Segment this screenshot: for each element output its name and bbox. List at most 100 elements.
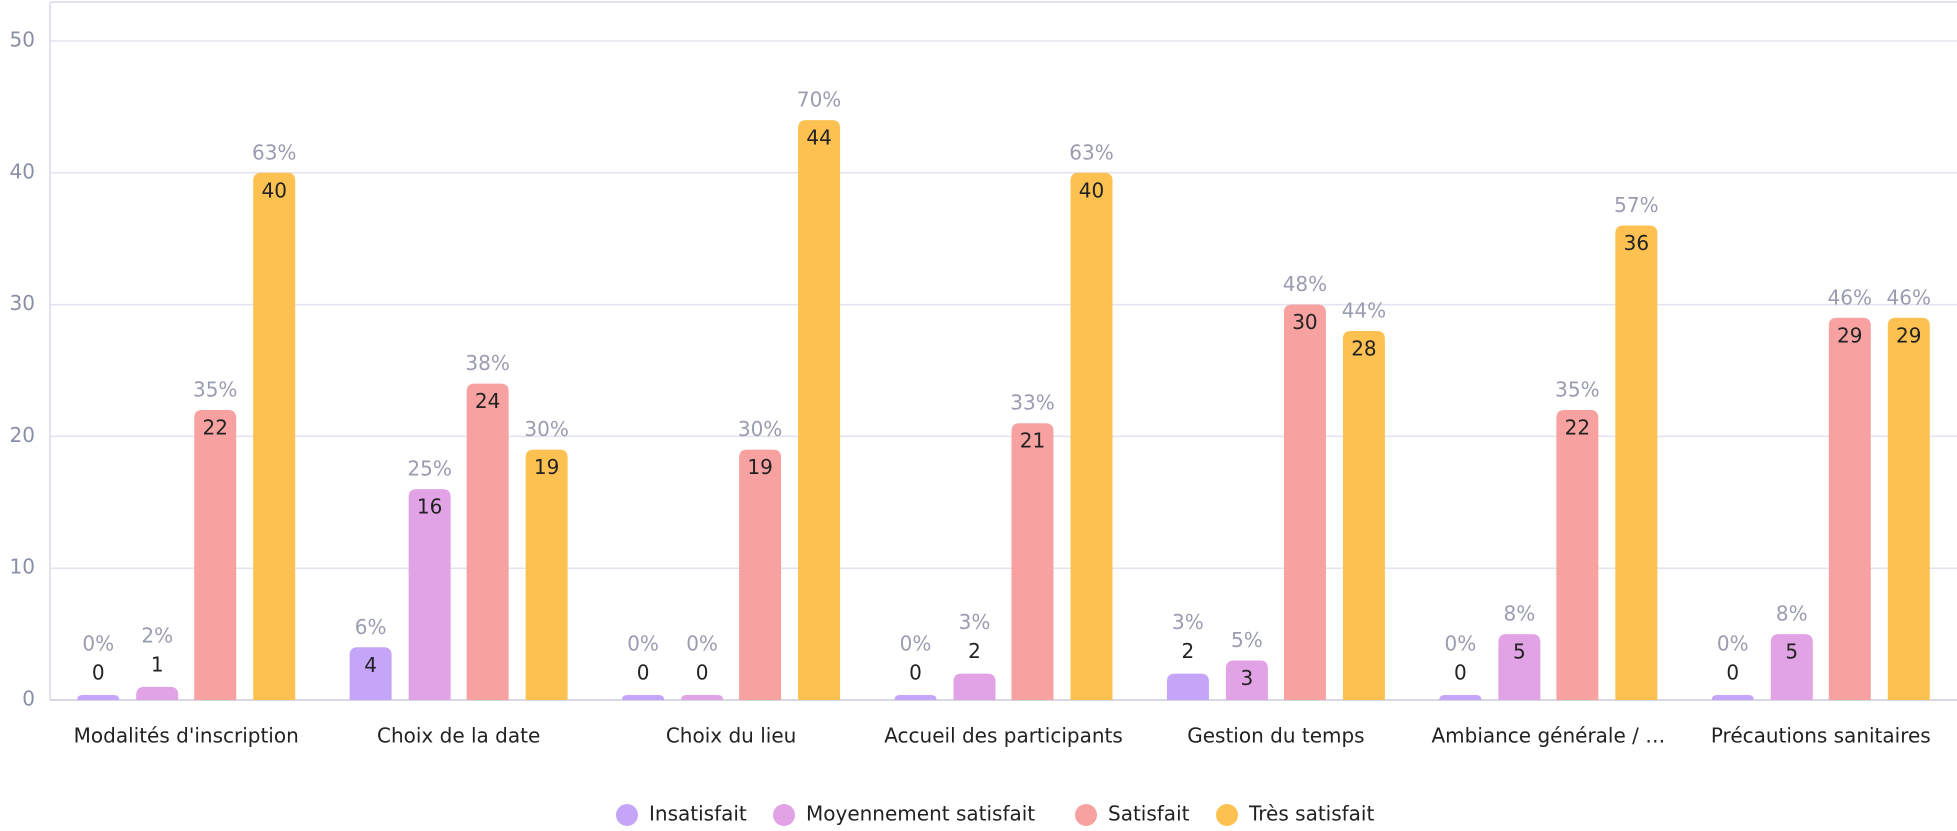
bar bbox=[1770, 634, 1813, 700]
bar bbox=[1225, 660, 1268, 700]
bar-percent-label: 0% bbox=[627, 632, 659, 656]
bar-value-label: 29 bbox=[1896, 323, 1921, 347]
y-tick-label: 20 bbox=[10, 423, 35, 447]
bar-value-label: 36 bbox=[1624, 231, 1649, 255]
bar bbox=[1887, 317, 1930, 700]
x-tick-label: Accueil des participants bbox=[884, 724, 1123, 748]
bar-percent-label: 63% bbox=[252, 140, 296, 164]
bar bbox=[466, 383, 509, 700]
bar-percent-label: 3% bbox=[1172, 610, 1204, 634]
bar-percent-label: 38% bbox=[465, 351, 509, 375]
y-tick-label: 10 bbox=[10, 555, 35, 579]
bar-percent-label: 8% bbox=[1776, 602, 1808, 626]
bar-percent-label: 6% bbox=[355, 615, 387, 639]
bar bbox=[194, 410, 237, 700]
bar bbox=[953, 673, 996, 700]
bar bbox=[408, 489, 451, 700]
y-tick-label: 0 bbox=[22, 687, 35, 711]
bar-percent-label: 46% bbox=[1887, 285, 1931, 309]
bar-value-label: 40 bbox=[261, 178, 286, 202]
legend-marker bbox=[1216, 804, 1238, 826]
x-tick-label: Gestion du temps bbox=[1187, 724, 1364, 748]
bar-percent-label: 0% bbox=[900, 632, 932, 656]
bar-value-label: 40 bbox=[1079, 178, 1104, 202]
bar bbox=[1011, 423, 1054, 700]
bar-percent-label: 57% bbox=[1614, 193, 1658, 217]
legend-marker bbox=[1075, 804, 1097, 826]
bar bbox=[253, 172, 296, 701]
bar-percent-label: 70% bbox=[797, 88, 841, 112]
legend-marker bbox=[773, 804, 795, 826]
bar bbox=[1556, 410, 1599, 700]
legend-label: Satisfait bbox=[1108, 802, 1190, 826]
bar-value-label: 30 bbox=[1292, 310, 1317, 334]
bar-value-label: 19 bbox=[747, 455, 772, 479]
bar-value-label: 3 bbox=[1241, 666, 1254, 690]
bar-percent-label: 2% bbox=[141, 623, 173, 647]
bar-percent-label: 30% bbox=[738, 417, 782, 441]
bar bbox=[1342, 330, 1385, 700]
bar bbox=[1711, 695, 1754, 700]
bar-percent-label: 33% bbox=[1010, 391, 1054, 415]
bar-value-label: 1 bbox=[151, 652, 164, 676]
bar bbox=[1283, 304, 1326, 700]
bar-value-label: 19 bbox=[534, 455, 559, 479]
bar-value-label: 21 bbox=[1020, 429, 1045, 453]
bar bbox=[1498, 634, 1541, 700]
bar bbox=[1166, 673, 1209, 700]
bar-value-label: 2 bbox=[968, 639, 981, 663]
bar-percent-label: 63% bbox=[1069, 140, 1113, 164]
bar-percent-label: 0% bbox=[1717, 632, 1749, 656]
y-tick-label: 50 bbox=[10, 28, 35, 52]
bar-percent-label: 35% bbox=[193, 378, 237, 402]
bar-percent-label: 30% bbox=[524, 417, 568, 441]
bar-percent-label: 35% bbox=[1555, 378, 1599, 402]
bar-value-label: 22 bbox=[202, 416, 227, 440]
bar bbox=[739, 449, 782, 700]
bar-value-label: 44 bbox=[806, 126, 831, 150]
bar-value-label: 0 bbox=[637, 661, 650, 685]
bar bbox=[681, 695, 724, 700]
x-tick-label: Choix de la date bbox=[377, 724, 540, 748]
x-tick-label: Choix du lieu bbox=[666, 724, 796, 748]
bar bbox=[1615, 225, 1658, 700]
legend-label: Moyennement satisfait bbox=[806, 802, 1035, 826]
bar bbox=[136, 686, 179, 700]
bar-percent-label: 0% bbox=[1444, 632, 1476, 656]
bar bbox=[894, 695, 937, 700]
bar bbox=[1070, 172, 1113, 701]
bar bbox=[525, 449, 568, 700]
bar bbox=[77, 695, 120, 700]
legend-label: Insatisfait bbox=[649, 802, 747, 826]
bar-percent-label: 44% bbox=[1342, 298, 1386, 322]
bar-percent-label: 46% bbox=[1828, 285, 1872, 309]
x-tick-label: Précautions sanitaires bbox=[1711, 724, 1931, 748]
bar-value-label: 4 bbox=[364, 653, 377, 677]
bar bbox=[1828, 317, 1871, 700]
bar-value-label: 0 bbox=[1726, 661, 1739, 685]
bar bbox=[1439, 695, 1482, 700]
bar-value-label: 0 bbox=[696, 661, 709, 685]
bar-percent-label: 3% bbox=[959, 610, 991, 634]
bar-value-label: 28 bbox=[1351, 336, 1376, 360]
bar-value-label: 29 bbox=[1837, 323, 1862, 347]
bar-value-label: 5 bbox=[1785, 640, 1798, 664]
y-tick-label: 30 bbox=[10, 291, 35, 315]
bar bbox=[798, 120, 841, 700]
bar-percent-label: 0% bbox=[686, 632, 718, 656]
bar-value-label: 0 bbox=[1454, 661, 1467, 685]
bar-value-label: 5 bbox=[1513, 640, 1526, 664]
legend-label: Très satisfait bbox=[1248, 802, 1374, 826]
bar-value-label: 24 bbox=[475, 389, 500, 413]
bar-percent-label: 8% bbox=[1503, 602, 1535, 626]
x-tick-label: Modalités d'inscription bbox=[74, 724, 299, 748]
bar-percent-label: 48% bbox=[1283, 272, 1327, 296]
legend-marker bbox=[616, 804, 638, 826]
bar bbox=[622, 695, 665, 700]
bar-value-label: 16 bbox=[417, 495, 442, 519]
bar-value-label: 22 bbox=[1565, 416, 1590, 440]
x-tick-label: Ambiance générale / … bbox=[1431, 724, 1665, 748]
bar-value-label: 0 bbox=[92, 661, 105, 685]
bar-percent-label: 0% bbox=[82, 632, 114, 656]
